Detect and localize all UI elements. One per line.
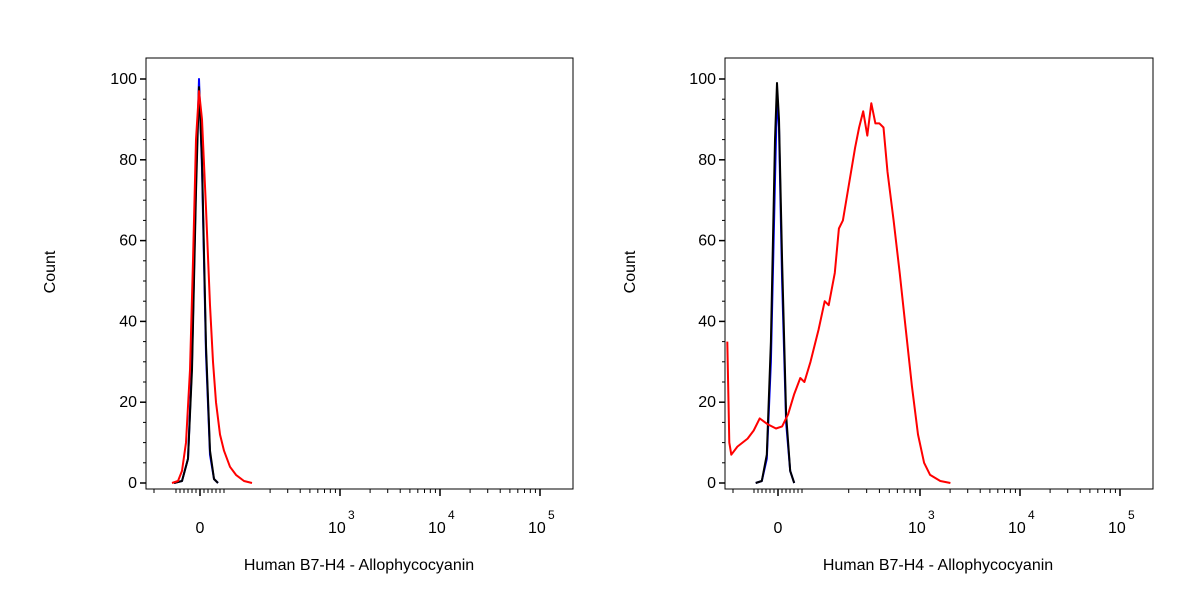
y-tick-label: 20 bbox=[119, 394, 137, 411]
histogram-series-2 bbox=[171, 90, 253, 484]
y-tick-label: 60 bbox=[698, 233, 716, 250]
y-axis-title: Count bbox=[42, 250, 59, 293]
y-tick-label: 80 bbox=[698, 152, 716, 169]
histogram-series-2 bbox=[726, 102, 951, 484]
y-tick-label: 60 bbox=[119, 233, 137, 250]
x-tick-exponent: 4 bbox=[1028, 508, 1035, 522]
x-tick-label: 0 bbox=[196, 520, 205, 537]
x-tick-exponent: 4 bbox=[448, 508, 455, 522]
y-tick-label: 100 bbox=[110, 71, 137, 88]
plot-frame bbox=[724, 57, 1154, 490]
x-tick-label: 10 bbox=[428, 520, 446, 537]
x-tick-label: 0 bbox=[774, 520, 783, 537]
x-tick-exponent: 3 bbox=[348, 508, 355, 522]
y-tick-label: 40 bbox=[119, 313, 137, 330]
x-tick-exponent: 5 bbox=[1128, 508, 1135, 522]
y-tick-label: 20 bbox=[698, 394, 716, 411]
x-tick-label: 10 bbox=[908, 520, 926, 537]
x-tick-label: 10 bbox=[528, 520, 546, 537]
histogram-series-1 bbox=[173, 86, 219, 484]
y-axis: 0 20 40 60 80 100 bbox=[689, 71, 725, 492]
x-axis-title: Human B7-H4 - Allophycocyanin bbox=[244, 557, 474, 574]
x-tick-label: 10 bbox=[1008, 520, 1026, 537]
series-group bbox=[726, 82, 951, 484]
y-tick-label: 100 bbox=[689, 71, 716, 88]
y-tick-label: 80 bbox=[119, 152, 137, 169]
plot-frame bbox=[145, 57, 574, 490]
x-tick-label: 10 bbox=[328, 520, 346, 537]
x-tick-exponent: 5 bbox=[548, 508, 555, 522]
y-tick-label: 0 bbox=[128, 475, 137, 492]
x-tick-label: 10 bbox=[1108, 520, 1126, 537]
x-axis-title: Human B7-H4 - Allophycocyanin bbox=[823, 557, 1053, 574]
histogram-series-1 bbox=[755, 82, 796, 484]
y-tick-label: 0 bbox=[707, 475, 716, 492]
y-axis-title: Count bbox=[622, 250, 639, 293]
y-tick-label: 40 bbox=[698, 313, 716, 330]
series-group bbox=[171, 78, 253, 484]
x-tick-exponent: 3 bbox=[928, 508, 935, 522]
y-axis: 0 20 40 60 80 100 bbox=[110, 71, 146, 492]
